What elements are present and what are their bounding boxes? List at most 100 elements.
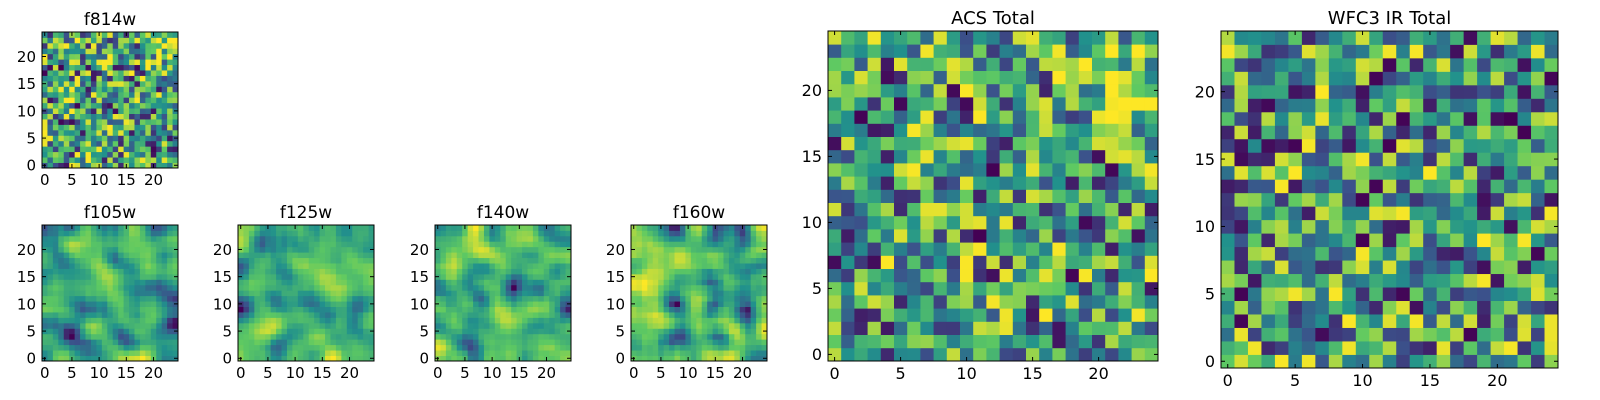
- heatmap-cell: [1302, 166, 1316, 180]
- heatmap-cell: [129, 59, 135, 65]
- heatmap-cell: [86, 323, 92, 329]
- heatmap-cell: [124, 236, 130, 242]
- heatmap-cell: [91, 301, 97, 307]
- heatmap-cell: [435, 241, 441, 247]
- heatmap-cell: [325, 225, 331, 231]
- heatmap-cell: [86, 247, 92, 253]
- heatmap-cell: [484, 290, 490, 296]
- heatmap-cell: [86, 258, 92, 264]
- heatmap-cell: [1531, 247, 1545, 261]
- heatmap-cell: [1288, 233, 1302, 247]
- heatmap-cell: [986, 269, 1000, 283]
- heatmap-cell: [1275, 152, 1289, 166]
- heatmap-cell: [1491, 206, 1505, 220]
- heatmap-cell: [134, 54, 140, 60]
- heatmap-cell: [1396, 44, 1410, 58]
- heatmap-cell: [1248, 314, 1262, 328]
- heatmap-cell: [260, 350, 266, 356]
- heatmap-cell: [265, 263, 271, 269]
- heatmap-cell: [934, 84, 948, 98]
- heatmap-cell: [1118, 44, 1132, 58]
- y-tick-label: 0: [26, 350, 36, 368]
- heatmap-cell: [881, 216, 895, 230]
- heatmap-cell: [129, 43, 135, 49]
- x-tick-label: 0: [236, 364, 246, 382]
- heatmap-cell: [1356, 220, 1370, 234]
- heatmap-cell: [129, 97, 135, 103]
- heatmap-cell: [1248, 260, 1262, 274]
- heatmap-cell: [907, 321, 921, 335]
- heatmap-cell: [473, 334, 479, 340]
- heatmap-cell: [756, 345, 762, 351]
- heatmap-cell: [276, 290, 282, 296]
- heatmap-cell: [854, 137, 868, 151]
- heatmap-cell: [517, 301, 523, 307]
- heatmap-cell: [920, 321, 934, 335]
- heatmap-cell: [1369, 314, 1383, 328]
- heatmap-cell: [336, 225, 342, 231]
- heatmap-cell: [238, 269, 244, 275]
- heatmap-cell: [1092, 123, 1106, 137]
- heatmap-cell: [292, 230, 298, 236]
- heatmap-cell: [533, 274, 539, 280]
- heatmap-cell: [718, 334, 724, 340]
- heatmap-cell: [440, 263, 446, 269]
- heatmap-cell: [669, 312, 675, 318]
- heatmap-cell: [653, 334, 659, 340]
- heatmap-cell: [352, 269, 358, 275]
- heatmap-cell: [920, 97, 934, 111]
- heatmap-cell: [462, 236, 468, 242]
- heatmap-cell: [868, 97, 882, 111]
- heatmap-cell: [124, 157, 130, 163]
- heatmap-cell: [934, 110, 948, 124]
- heatmap-cell: [920, 308, 934, 322]
- heatmap-cell: [320, 328, 326, 334]
- heatmap-cell: [265, 312, 271, 318]
- heatmap-cell: [282, 339, 288, 345]
- heatmap-cell: [86, 350, 92, 356]
- heatmap-cell: [756, 339, 762, 345]
- panel-title: f160w: [673, 203, 725, 223]
- heatmap-cell: [129, 32, 135, 38]
- heatmap-cell: [517, 274, 523, 280]
- heatmap-cell: [363, 241, 369, 247]
- heatmap-cell: [462, 263, 468, 269]
- heatmap-cell: [91, 263, 97, 269]
- heatmap-cell: [1234, 152, 1248, 166]
- heatmap-cell: [1396, 98, 1410, 112]
- heatmap-cell: [1248, 328, 1262, 342]
- heatmap-cell: [1423, 58, 1437, 72]
- heatmap-cell: [473, 317, 479, 323]
- heatmap-cell: [64, 114, 70, 120]
- heatmap-cell: [868, 335, 882, 349]
- heatmap-cell: [506, 345, 512, 351]
- heatmap-cell: [907, 282, 921, 296]
- heatmap-cell: [675, 225, 681, 231]
- heatmap-cell: [156, 43, 162, 49]
- heatmap-cell: [1039, 308, 1053, 322]
- heatmap-cell: [47, 252, 53, 258]
- heatmap-cell: [1261, 71, 1275, 85]
- heatmap-cell: [841, 44, 855, 58]
- heatmap-cell: [658, 230, 664, 236]
- heatmap-cell: [91, 323, 97, 329]
- heatmap-cell: [47, 225, 53, 231]
- heatmap-cell: [243, 317, 249, 323]
- heatmap-cell: [118, 86, 124, 92]
- heatmap-cell: [631, 269, 637, 275]
- heatmap-cell: [1518, 166, 1532, 180]
- heatmap-cell: [756, 258, 762, 264]
- heatmap-cell: [162, 59, 168, 65]
- heatmap-cell: [685, 312, 691, 318]
- heatmap-cell: [462, 258, 468, 264]
- heatmap-cell: [91, 141, 97, 147]
- heatmap-cell: [702, 290, 708, 296]
- heatmap-cell: [517, 296, 523, 302]
- heatmap-cell: [631, 312, 637, 318]
- heatmap-cell: [1545, 206, 1559, 220]
- heatmap-cell: [352, 290, 358, 296]
- heatmap-cell: [162, 350, 168, 356]
- heatmap-cell: [479, 247, 485, 253]
- heatmap-cell: [64, 252, 70, 258]
- heatmap-cell: [282, 328, 288, 334]
